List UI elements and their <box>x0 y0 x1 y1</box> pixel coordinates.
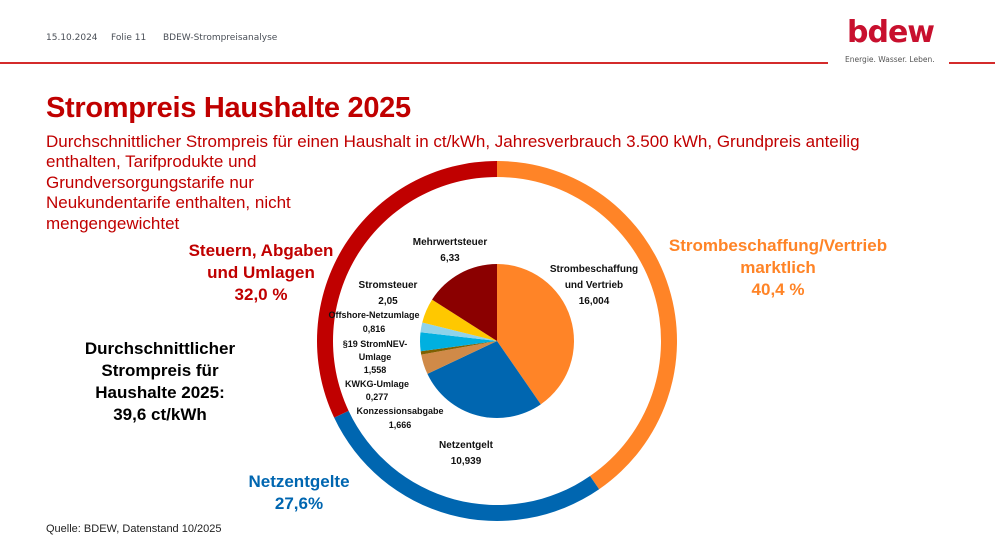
label-strombeschaffung-name-2: und Vertrieb <box>564 280 624 291</box>
average-price-box: Durchschnittlicher Strompreis für Hausha… <box>85 338 235 426</box>
label-market-share: Strombeschaffung/Vertrieb marktlich 40,4… <box>669 235 887 301</box>
label-strombeschaffung-name-1: Strombeschaffung <box>549 264 639 275</box>
header-date: 15.10.2024 <box>46 33 98 43</box>
label-grid-share: Netzentgelte 27,6% <box>248 471 349 515</box>
label-strombeschaffung-value: 16,004 <box>578 296 610 307</box>
ring-segment-netzentgelte <box>334 410 600 521</box>
header-document-title: BDEW-Strompreisanalyse <box>163 33 278 43</box>
label-offshore: Offshore-Netzumlage 0,816 <box>328 308 419 336</box>
subtitle-line-1: Durchschnittlicher Strompreis für einen … <box>46 132 860 151</box>
header-divider-left <box>0 62 828 64</box>
label-stromsteuer-name: Stromsteuer <box>358 280 418 291</box>
label-stromsteuer: Stromsteuer 2,05 <box>359 278 418 310</box>
label-stromsteuer-value: 2,05 <box>378 296 398 307</box>
average-line-2: Strompreis für <box>101 361 219 380</box>
pie-slice-offshore-netzumlage <box>420 322 497 341</box>
pie-slice-stromsteuer <box>422 299 497 341</box>
label-s19-name-2: Umlage <box>358 352 392 362</box>
label-konzessionsabgabe: Konzessionsabgabe 1,666 <box>356 404 443 432</box>
label-market-line-1: Strombeschaffung/Vertrieb <box>668 236 888 255</box>
header-slide-number: Folie 11 <box>111 33 147 43</box>
pie-slice-netzentgelt <box>427 341 541 419</box>
label-tax-line-1: Steuern, Abgaben <box>188 241 334 260</box>
pie-slice-kwkg-umlage <box>420 341 497 355</box>
label-tax-share: Steuern, Abgaben und Umlagen 32,0 % <box>189 240 334 306</box>
label-tax-line-2: und Umlagen <box>207 263 315 282</box>
pie-slice-19-stromnev-umlage <box>420 332 497 352</box>
pie-slice-strombeschaffung-und-vertrieb <box>497 264 575 405</box>
source-note: Quelle: BDEW, Datenstand 10/2025 <box>46 523 222 535</box>
inner-pie <box>420 264 575 419</box>
logo-tagline: Energie. Wasser. Leben. <box>845 55 935 64</box>
label-grid-line-1: Netzentgelte <box>248 472 350 491</box>
average-line-1: Durchschnittlicher <box>84 339 236 358</box>
label-konzessionsabgabe-name: Konzessionsabgabe <box>356 406 444 416</box>
label-netzentgelt-name: Netzentgelt <box>439 440 493 451</box>
page-title: Strompreis Haushalte 2025 <box>46 92 411 124</box>
pie-slice-konzessionsabgabe <box>421 341 497 374</box>
label-kwkg: KWKG-Umlage 0,277 <box>345 378 409 404</box>
label-offshore-value: 0,816 <box>362 324 386 334</box>
label-kwkg-name: KWKG-Umlage <box>344 379 410 389</box>
outer-ring <box>317 161 677 521</box>
average-price-value: 39,6 ct/kWh <box>113 405 207 424</box>
label-grid-pct: 27,6% <box>274 494 324 513</box>
label-konzessionsabgabe-value: 1,666 <box>388 420 412 430</box>
label-market-line-2: marktlich <box>740 258 816 277</box>
label-kwkg-value: 0,277 <box>365 392 389 402</box>
label-market-pct: 40,4 % <box>751 280 805 299</box>
ring-segment-steuern-abgaben-und-umlagen <box>317 161 497 418</box>
ring-segment-strombeschaffung-vertrieb-marktlich <box>497 161 677 490</box>
label-s19-name-1: §19 StromNEV- <box>342 339 408 349</box>
subtitle-continued: enthalten, Tarifprodukte und Grundversor… <box>46 152 291 233</box>
label-mehrwertsteuer-value: 6,33 <box>440 253 460 264</box>
average-line-3: Haushalte 2025: <box>95 383 225 402</box>
label-tax-pct: 32,0 % <box>234 285 288 304</box>
pie-slice-mehrwertsteuer <box>432 264 497 341</box>
label-s19-value: 1,558 <box>363 365 387 375</box>
label-netzentgelt-value: 10,939 <box>450 456 482 467</box>
label-s19-umlage: §19 StromNEV- Umlage 1,558 <box>343 338 408 377</box>
label-netzentgelt: Netzentgelt 10,939 <box>439 438 493 470</box>
label-mehrwertsteuer-name: Mehrwertsteuer <box>412 237 488 248</box>
bdew-logo: bdew <box>847 15 935 50</box>
label-offshore-name: Offshore-Netzumlage <box>328 310 420 320</box>
label-mehrwertsteuer: Mehrwertsteuer 6,33 <box>413 235 487 267</box>
label-strombeschaffung: Strombeschaffung und Vertrieb 16,004 <box>550 262 638 310</box>
header-divider-right <box>949 62 995 64</box>
